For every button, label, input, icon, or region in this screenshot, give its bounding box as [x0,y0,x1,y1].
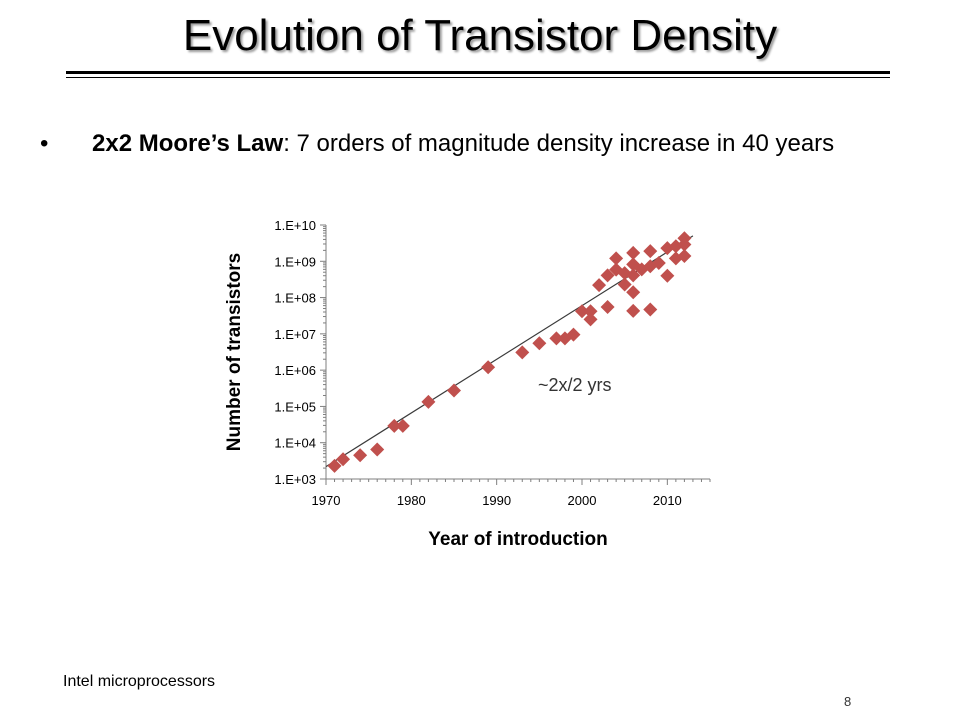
x-tick-label: 1990 [482,493,511,508]
data-point [575,304,589,319]
bullet-description: : 7 orders of magnitude density increase… [283,130,835,157]
title-underline [66,71,890,74]
title-underline-thin [66,77,890,78]
y-tick-label: 1.E+04 [274,436,316,451]
data-point [447,383,461,398]
y-tick-label: 1.E+06 [274,363,316,378]
data-point [395,418,410,433]
data-point [677,248,692,263]
page-number: 8 [844,694,852,709]
y-tick-label: 1.E+03 [274,472,316,487]
data-point [557,331,572,346]
footnote: Intel microprocessors [63,673,216,690]
transistor-chart: 1.E+03 1.E+04 1.E+05 1.E+06 1.E+07 1.E+08 1.E+… [210,205,730,560]
data-point [626,303,641,318]
data-point [660,241,675,256]
x-axis-title: Year of introduction [428,529,607,550]
data-point [592,278,607,293]
data-point [668,239,683,254]
chart-svg: 1.E+03 1.E+04 1.E+05 1.E+06 1.E+07 1.E+08 1.E+… [224,218,711,550]
data-point [370,442,385,457]
data-point [660,268,675,283]
data-point [626,245,641,260]
data-point [532,336,547,351]
x-tick-label: 1980 [397,493,426,508]
data-point [626,285,641,300]
data-point [481,360,496,375]
data-point [643,244,658,259]
y-tick-label: 1.E+10 [274,218,316,233]
slide-title: Evolution of Transistor Density [182,11,778,60]
data-point [668,251,683,266]
x-tick-label: 2000 [568,493,597,508]
data-point [515,345,530,360]
y-tick-label: 1.E+09 [274,254,316,269]
data-point [387,418,402,433]
x-tick-label: 1970 [312,493,341,508]
data-point [327,458,342,473]
bullet-text: 2x2 Moore’s Law: 7 orders of magnitude d… [92,128,834,160]
data-point [583,312,598,327]
data-point [617,277,632,292]
data-point [600,268,615,283]
data-point [677,237,692,252]
data-point [609,251,624,266]
data-point [643,302,658,317]
trend-annotation: ~2x/2 yrs [538,375,612,395]
data-point [549,331,564,346]
data-point [566,327,581,342]
bullet-bold-term: 2x2 Moore’s Law [92,130,284,157]
data-point [421,394,436,409]
y-axis-title: Number of transistors [224,253,245,451]
y-tick-label: 1.E+05 [274,399,316,414]
y-tick-label: 1.E+08 [274,291,316,306]
data-point [600,299,615,314]
data-point [336,452,351,467]
bullet-marker: • [40,130,49,157]
x-tick-label: 2010 [653,493,682,508]
y-tick-label: 1.E+07 [274,327,316,342]
data-point [353,448,368,463]
data-point [583,304,598,319]
data-point [626,268,641,283]
